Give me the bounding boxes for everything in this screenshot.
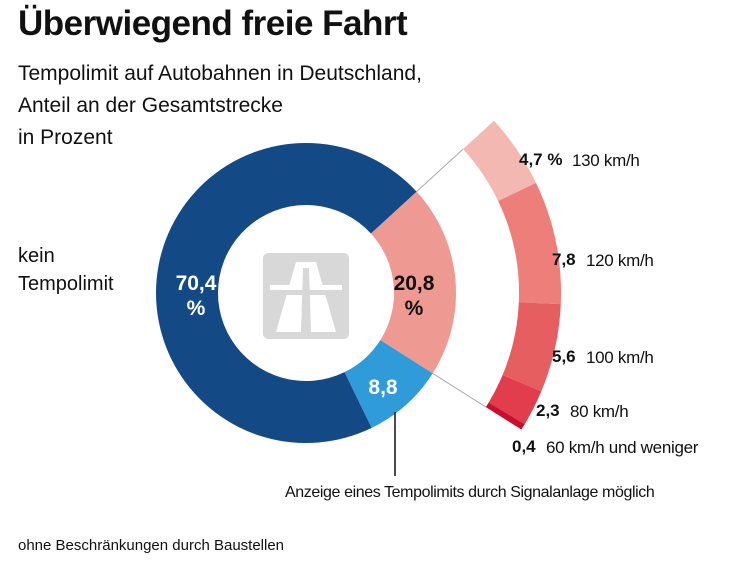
breakdown-segment (498, 182, 562, 305)
annotation: Anzeige eines Tempolimits durch Signalan… (285, 484, 655, 501)
category-label: 120 km/h (586, 251, 654, 270)
breakdown-segment (502, 302, 561, 392)
breakdown-segment (485, 402, 525, 430)
category-label: 60 km/h und weniger (546, 438, 699, 457)
subtitle: in Prozent (18, 126, 113, 149)
value-label: 2,3 (536, 401, 560, 420)
donut-segment (156, 143, 417, 444)
footnote: ohne Beschränkungen durch Baustellen (18, 537, 285, 554)
donut-segment (344, 340, 433, 428)
category-label: kein Tempolimit (18, 245, 114, 295)
subtitle: Tempolimit auf Autobahnen in Deutschland… (18, 62, 422, 85)
value-label: 4,7 % (519, 150, 563, 169)
chart-title: Überwiegend freie Fahrt (18, 4, 408, 43)
donut-segment (370, 191, 457, 374)
category-label: 100 km/h (586, 348, 654, 367)
connector (416, 148, 487, 408)
category-label: 80 km/h (570, 402, 629, 421)
value-label: 7,8 (552, 250, 576, 269)
autobahn-icon (263, 253, 349, 339)
value-label: 0,4 (512, 437, 536, 456)
value-label: 70,4 % (175, 272, 217, 320)
value-label: 5,6 (552, 347, 576, 366)
breakdown-segment (463, 120, 537, 202)
value-label: 8,8 (368, 376, 398, 399)
subtitle: Anteil an der Gesamtstrecke (18, 94, 283, 117)
value-label: 20,8 % (393, 272, 435, 320)
category-label: 130 km/h (572, 151, 640, 170)
breakdown-segment (488, 375, 542, 425)
